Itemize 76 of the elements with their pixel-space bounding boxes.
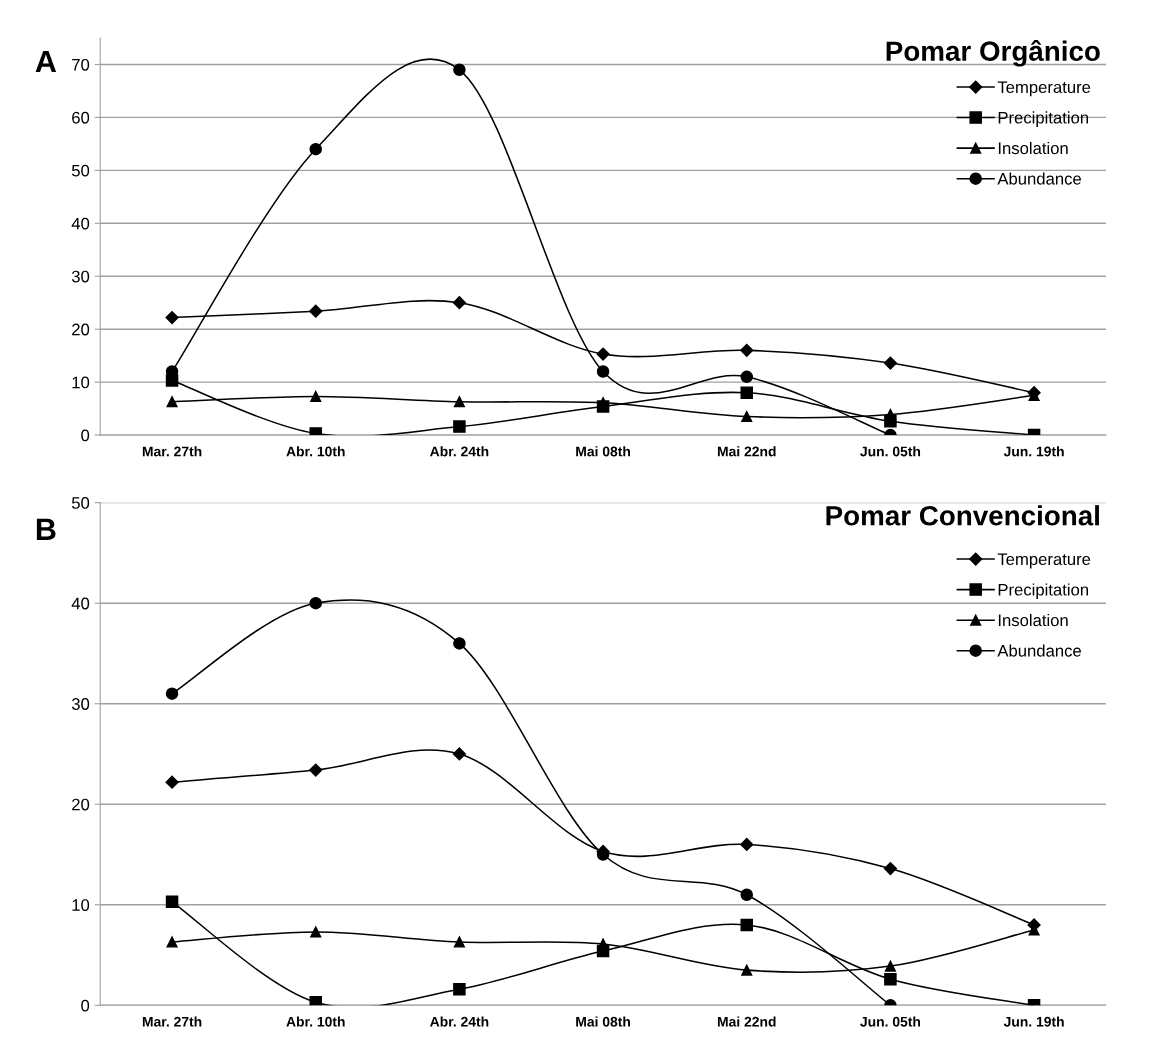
y-tick-label: 10 xyxy=(72,376,90,389)
point xyxy=(309,304,323,318)
point xyxy=(884,972,897,986)
x-tick-label: Abr. 10th xyxy=(286,446,345,457)
point xyxy=(453,637,466,650)
point xyxy=(165,687,179,700)
point xyxy=(165,310,179,325)
point xyxy=(310,926,322,938)
legend-label: Temperature xyxy=(997,553,1091,569)
y-tick-label: 0 xyxy=(81,429,90,442)
x-tick-label: Mai 22nd xyxy=(717,1016,776,1027)
y-tick-label: 20 xyxy=(72,798,90,811)
y-tick-label: 30 xyxy=(71,270,90,283)
legend-label: Precipitation xyxy=(998,111,1089,127)
point xyxy=(740,343,754,357)
y-tick-label: 70 xyxy=(72,58,90,71)
x-tick-label: Abr. 10th xyxy=(286,1016,345,1027)
y-tick-label: 50 xyxy=(71,164,90,177)
point xyxy=(452,296,466,310)
x-tick-label: Jun. 19th xyxy=(1003,446,1064,457)
point xyxy=(453,982,466,996)
point xyxy=(883,356,898,370)
point xyxy=(165,895,179,909)
point xyxy=(884,960,896,972)
point xyxy=(166,396,178,408)
point xyxy=(596,347,610,361)
point xyxy=(884,408,896,420)
point xyxy=(741,964,753,976)
x-tick-label: Abr. 24th xyxy=(430,1016,489,1027)
legend-label: Insolation xyxy=(998,141,1068,155)
x-tick-label: Mai 08th xyxy=(576,1016,630,1027)
chart-title: Pomar Orgânico xyxy=(886,40,1100,67)
legend-label: Insolation xyxy=(998,613,1068,627)
chart-title: Pomar Convencional xyxy=(826,505,1099,526)
point xyxy=(740,888,753,901)
legend-label: Abundance xyxy=(997,644,1081,657)
x-tick-label: Mar. 27th xyxy=(142,446,202,457)
point xyxy=(452,747,466,761)
y-tick-label: 40 xyxy=(71,597,90,610)
y-tick-label: 40 xyxy=(71,217,90,230)
point xyxy=(740,837,754,852)
point xyxy=(453,63,466,77)
y-tick-label: 10 xyxy=(72,899,90,911)
point xyxy=(166,936,178,948)
point xyxy=(309,596,322,610)
y-tick-label: 60 xyxy=(72,111,90,124)
point xyxy=(453,396,465,408)
y-tick-label: 30 xyxy=(71,698,90,710)
point xyxy=(453,936,465,948)
y-tick-label: 20 xyxy=(72,323,90,336)
x-tick-label: Jun. 19th xyxy=(1003,1016,1064,1027)
point xyxy=(309,763,323,777)
y-tick-label: 0 xyxy=(81,999,90,1012)
x-tick-label: Jun. 05th xyxy=(860,1016,921,1027)
x-tick-label: Mai 08th xyxy=(576,446,630,457)
legend-label: Temperature xyxy=(997,81,1091,97)
point xyxy=(740,386,753,399)
x-tick-label: Abr. 24th xyxy=(430,446,489,457)
point xyxy=(740,370,753,384)
point xyxy=(596,365,610,378)
x-tick-label: Jun. 05th xyxy=(860,446,921,457)
y-tick-label: 50 xyxy=(71,497,90,509)
text: B xyxy=(36,518,56,540)
text: A xyxy=(35,51,57,73)
legend-label: Precipitation xyxy=(998,583,1089,599)
point xyxy=(165,775,179,789)
point xyxy=(309,142,322,156)
point xyxy=(740,918,753,932)
point xyxy=(310,390,322,402)
point xyxy=(453,420,466,433)
point xyxy=(309,996,322,1006)
legend-label: Abundance xyxy=(997,172,1081,185)
point xyxy=(741,410,753,423)
x-tick-label: Mai 22nd xyxy=(717,446,776,457)
point xyxy=(883,862,898,876)
x-tick-label: Mar. 27th xyxy=(142,1016,202,1027)
